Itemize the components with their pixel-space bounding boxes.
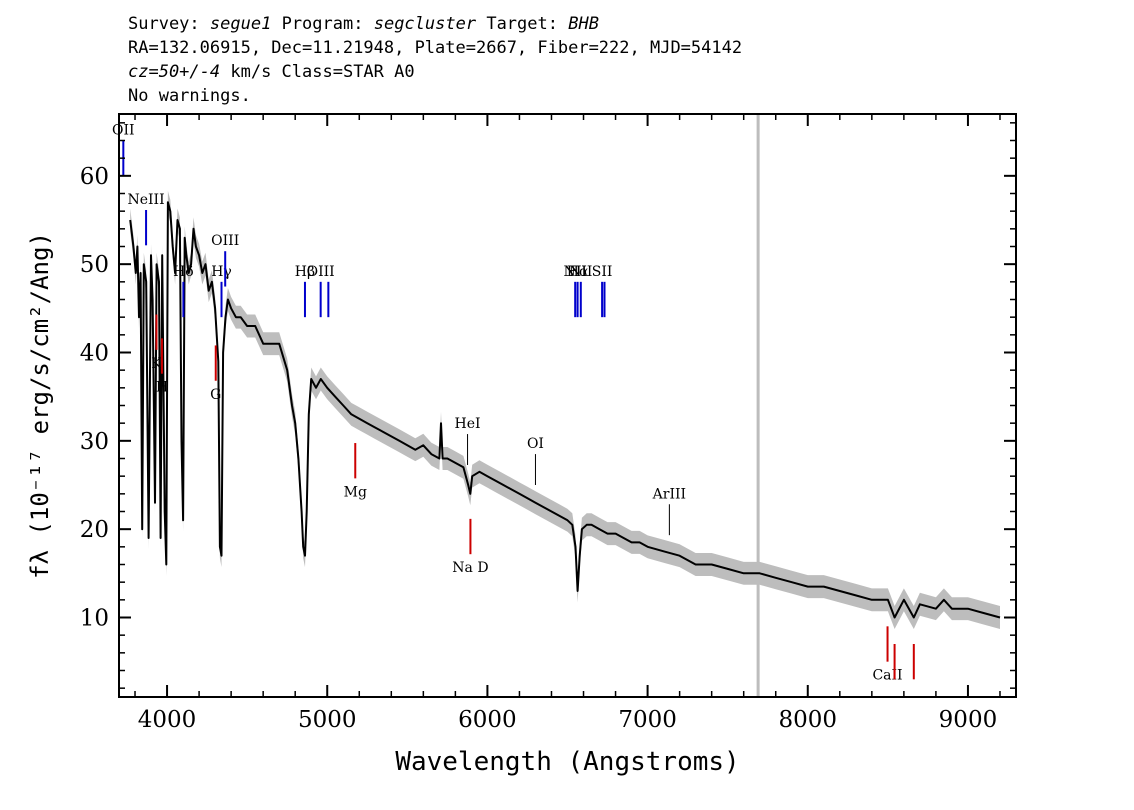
y-tick-label: 40 (80, 341, 109, 367)
absorption-line-label: CaII (872, 668, 902, 684)
error-band-layer (130, 190, 1000, 629)
y-tick-label: 20 (80, 517, 109, 543)
flux-error-band (130, 190, 1000, 629)
emission-line-label: OIII (307, 264, 335, 280)
survey-value: segue1 (209, 14, 272, 34)
emission-line-label: OIII (211, 233, 239, 249)
flux-line (129, 201, 1001, 619)
emission-line-label: NII (564, 264, 587, 280)
header-line-3: cz=50+/-4 km/s Class=STAR A0 (128, 62, 415, 82)
absorption-line-label: H (156, 380, 168, 396)
redshift-value: cz=50+/-4 (128, 62, 221, 82)
y-tick-label: 10 (80, 606, 109, 632)
y-tick-label: 30 (80, 429, 109, 455)
x-tick-label: 9000 (939, 707, 998, 733)
other-line-label: HeI (455, 416, 481, 432)
emission-line-label: Hα (567, 264, 589, 280)
emission-line-label: SII (592, 264, 613, 280)
x-tick-label: 6000 (458, 707, 517, 733)
tick-layer: 4000 5000 6000 7000 8000 9000 10 20 30 40 50 60 (80, 114, 1016, 733)
absorption-line-label: Na D (452, 560, 488, 576)
header-line-1: Survey: segue1 Program: segcluster Targe… (128, 14, 599, 34)
target-value: BHB (568, 14, 599, 34)
x-tick-label: 7000 (618, 707, 677, 733)
program-value: segcluster (373, 14, 477, 34)
emission-line-label: Hβ (295, 264, 315, 280)
other-line-label: ArIII (652, 486, 686, 502)
emission-line-label: NII (569, 264, 592, 280)
class-value: km/s Class=STAR A0 (230, 62, 415, 82)
absorption-line-label: G (210, 387, 221, 403)
absorption-line-label: Mg (344, 484, 367, 500)
survey-key: Survey: (128, 14, 200, 34)
y-tick-label: 60 (80, 164, 109, 190)
absorption-line-label: K (151, 356, 162, 372)
x-axis-label: Wavelength (Angstroms) (395, 747, 739, 777)
x-tick-label: 5000 (298, 707, 357, 733)
emission-line-label: NeIII (127, 192, 164, 208)
y-axis-label: fλ (10⁻¹⁷ erg/s/cm²/Ang) (26, 232, 54, 579)
header-line-2: RA=132.06915, Dec=11.21948, Plate=2667, … (128, 38, 743, 58)
flux-layer (129, 201, 1001, 619)
other-line-label: OI (527, 436, 544, 452)
emission-line-label: OII (112, 123, 135, 139)
emission-line-label: Hγ (211, 264, 232, 280)
emission-line-label: Hδ (173, 264, 194, 280)
y-tick-label: 50 (80, 252, 109, 278)
x-tick-label: 8000 (778, 707, 837, 733)
program-key: Program: (281, 14, 364, 34)
target-key: Target: (486, 14, 558, 34)
x-tick-label: 4000 (138, 707, 197, 733)
header-line-4: No warnings. (128, 86, 251, 106)
